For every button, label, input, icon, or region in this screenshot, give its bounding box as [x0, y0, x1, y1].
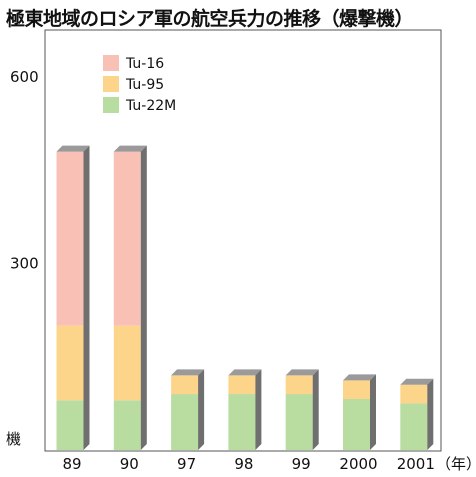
bar-top-face	[113, 145, 147, 152]
bar-segment-tu-95	[400, 384, 428, 404]
y-tick-label: 300	[10, 255, 39, 273]
bar-top-face	[228, 369, 262, 376]
bar-side-face	[427, 378, 434, 450]
bar-segment-tu-22m	[285, 394, 313, 450]
bar-segment-tu-22m	[171, 394, 199, 450]
x-tick-label: 2000	[339, 455, 377, 473]
y-tick-label: 600	[10, 68, 39, 86]
bar-side-face	[370, 374, 376, 450]
bar-side-face	[83, 145, 90, 450]
bar-segment-tu-22m	[56, 400, 84, 450]
bar-segment-tu-22m	[400, 403, 428, 450]
x-axis-unit: （年）	[436, 455, 476, 473]
x-axis-ticks: 89 90 97 98 99 2000 2001	[62, 455, 434, 473]
bar-side-face	[140, 145, 147, 450]
x-tick-label: 89	[62, 455, 81, 473]
bar-segment-tu-95	[171, 375, 199, 395]
y-axis-ticks: 300 600	[10, 68, 39, 273]
chart-title: 極東地域のロシア軍の航空兵力の推移（爆撃機）	[6, 8, 414, 30]
x-tick-label: 98	[234, 455, 253, 473]
legend-label: Tu-22M	[125, 98, 176, 114]
bar-segment-tu-22m	[343, 399, 370, 450]
bar-group	[56, 145, 434, 450]
bar-segment-tu-22m	[113, 400, 141, 450]
bar-side-face	[198, 369, 205, 450]
bar-top-face	[56, 145, 90, 152]
legend-swatch	[103, 76, 119, 92]
bar-segment-tu-95	[228, 375, 256, 395]
legend-swatch	[103, 97, 119, 113]
legend-label: Tu-95	[125, 77, 164, 93]
bar-top-face	[285, 369, 319, 376]
bar-top-face	[400, 378, 434, 385]
bar-segment-tu-22m	[228, 394, 256, 450]
x-tick-label: 99	[292, 455, 311, 473]
x-tick-label: 2001	[397, 455, 435, 473]
plot-frame	[44, 29, 442, 452]
bar-segment-tu-95	[56, 325, 84, 401]
x-tick-label: 90	[120, 455, 139, 473]
bar-segment-tu-95	[343, 380, 370, 400]
bar-side-face	[312, 369, 319, 450]
bar-side-face	[255, 369, 262, 450]
bar-segment-tu-95	[285, 375, 313, 395]
y-axis-label: 機	[6, 430, 21, 448]
legend: Tu-16 Tu-95 Tu-22M	[103, 55, 176, 114]
bar-top-face	[171, 369, 205, 376]
legend-label: Tu-16	[125, 56, 164, 72]
x-tick-label: 97	[177, 455, 196, 473]
legend-swatch	[103, 55, 119, 71]
bar-top-face	[343, 374, 376, 381]
bar-segment-tu-16	[113, 151, 141, 326]
bar-segment-tu-95	[113, 325, 141, 401]
bar-segment-tu-16	[56, 151, 84, 326]
